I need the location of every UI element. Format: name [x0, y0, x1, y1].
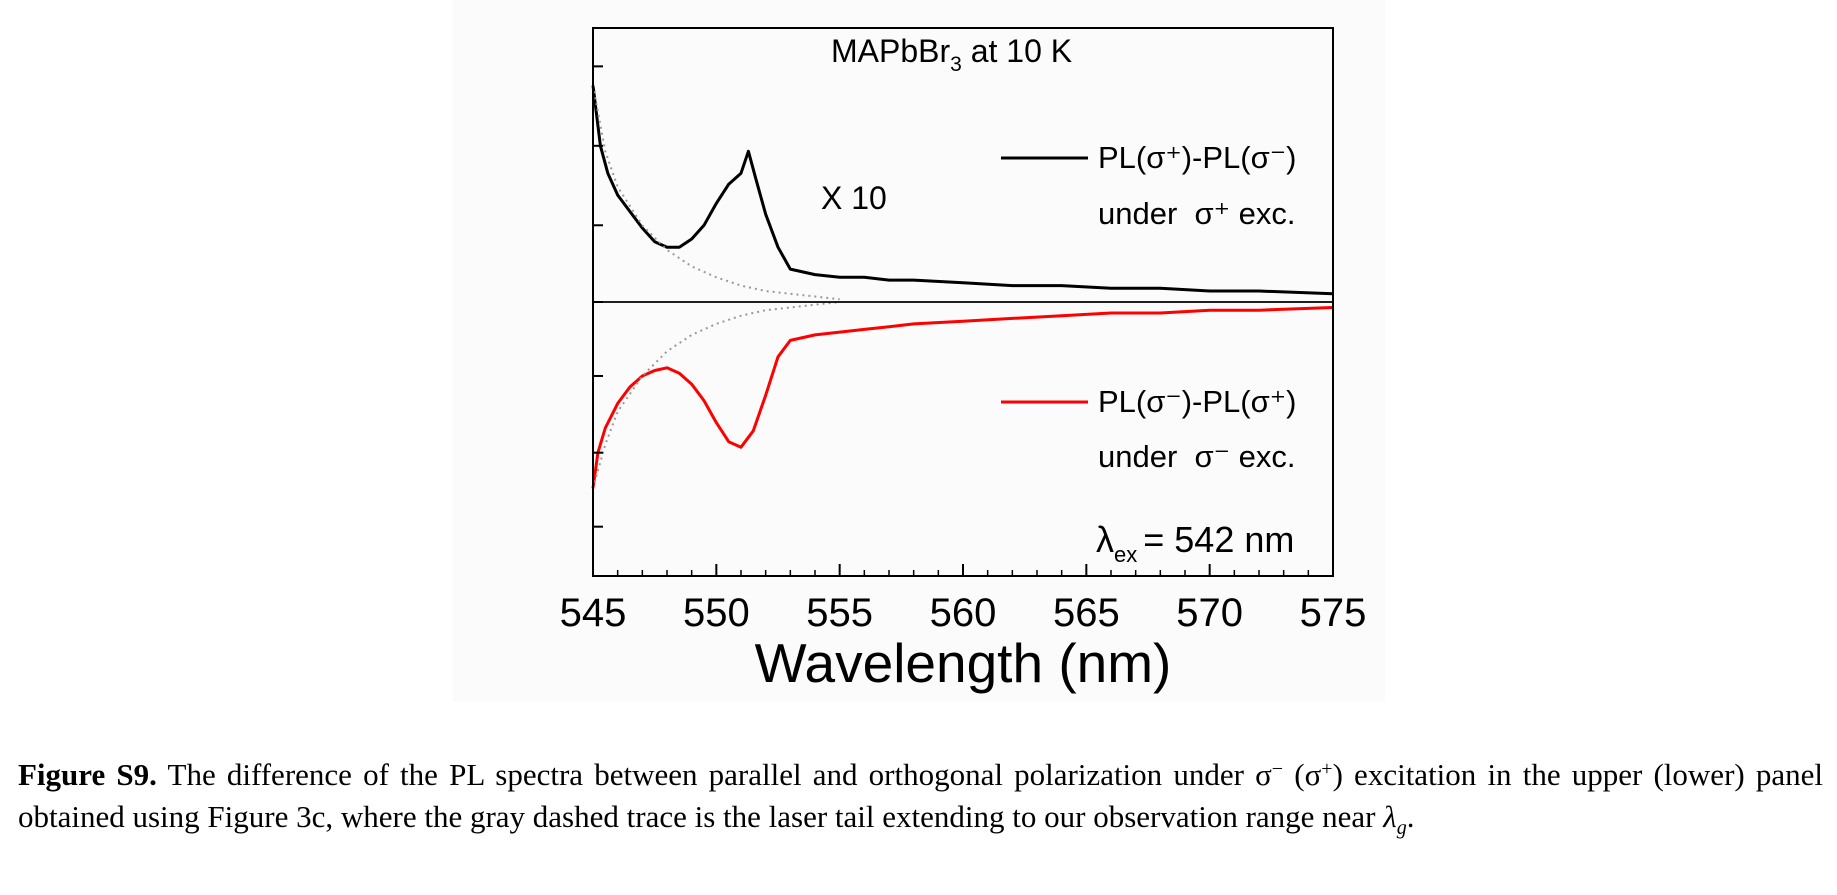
tick-layer: 545 550 555 560 565 570 575 [560, 65, 1367, 635]
pl-difference-chart: 545 550 555 560 565 570 575 MAPbBr3 at 10 K X … [560, 27, 1367, 694]
x-tick-label-570: 570 [1176, 591, 1243, 635]
scale-annotation: X 10 [821, 180, 887, 216]
legend-label-black-line2: under σ⁺ exc. [1098, 196, 1295, 231]
excitation-annotation: λex = 542 nm [1096, 519, 1294, 567]
figure-caption: Figure S9. The difference of the PL spec… [18, 757, 1824, 840]
caption-text-b: ) excitation in the upper (lower) panel … [18, 757, 1824, 834]
x-tick-label-550: 550 [683, 591, 750, 635]
x-tick-label-575: 575 [1300, 591, 1367, 635]
caption-label: Figure S9. [18, 757, 157, 792]
caption-lambda-g: λg [1383, 799, 1407, 840]
laser-tail-series-2 [592, 85, 840, 301]
legend-label-black-line1: PL(σ⁺)-PL(σ⁻) [1098, 140, 1296, 175]
x-tick-label-555: 555 [806, 591, 873, 635]
figure-panel: 545 550 555 560 565 570 575 MAPbBr3 at 10 K X … [453, 0, 1385, 702]
chart-title: MAPbBr3 at 10 K [831, 33, 1072, 76]
x-tick-label-565: 565 [1053, 591, 1120, 635]
legend-label-red-line2: under σ⁻ exc. [1098, 439, 1295, 474]
x-tick-label-545: 545 [560, 591, 627, 635]
caption-text-a: The difference of the PL spectra between… [156, 757, 1256, 792]
legend-label-red-line1: PL(σ⁻)-PL(σ⁺) [1098, 384, 1296, 419]
series-layer [591, 85, 1334, 489]
pl-difference-series-0 [591, 85, 1334, 296]
x-tick-label-560: 560 [930, 591, 997, 635]
x-axis-title: Wavelength (nm) [755, 632, 1172, 694]
laser-tail-series-3 [592, 301, 840, 489]
caption-sigma-minus: σ− [1255, 757, 1284, 792]
caption-sigma-plus: (σ+ [1294, 757, 1333, 792]
